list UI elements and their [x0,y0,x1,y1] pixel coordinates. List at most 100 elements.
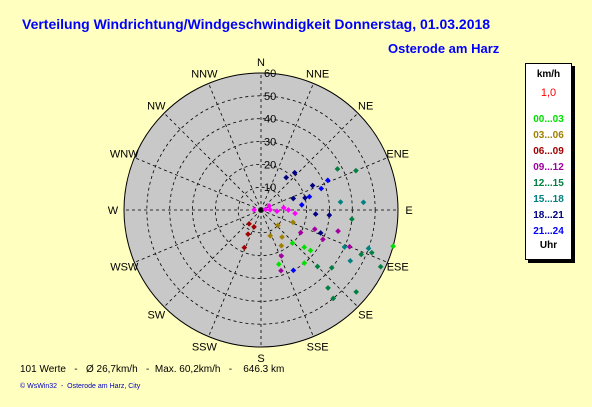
data-point [335,228,341,234]
data-point [328,264,335,271]
data-point [291,169,298,176]
grid-spoke [134,209,262,263]
data-point [290,267,297,274]
data-point [301,244,308,251]
location-label: Osterode am Harz [388,41,500,56]
data-point [368,249,375,256]
grid-spoke [163,209,262,308]
data-point [262,206,269,213]
legend-entry: 21...24 [533,226,564,237]
data-point [290,195,297,202]
page-title: Verteilung Windrichtung/Windgeschwindigk… [22,16,491,32]
data-point [267,206,273,213]
data-point [298,202,305,208]
legend: km/h 1,0 00...03 03...06 06...09 09...12 12.… [525,63,572,260]
grid-spoke [208,83,262,211]
radial-tick-label: 30 [264,137,276,149]
legend-entry: 06...09 [533,146,564,157]
grid-spoke [163,112,262,211]
data-point [289,240,296,246]
data-point [347,258,354,264]
direction-label: SW [147,310,165,322]
direction-label: SSE [307,342,329,354]
data-point [251,224,257,230]
credit-line: © WsWin32 - Osterode am Harz, City [20,383,141,390]
data-point [245,231,251,237]
data-point [353,167,359,174]
data-point [325,285,331,291]
data-point [274,208,280,215]
data-point [297,229,304,236]
data-point [267,232,274,239]
radial-tick-labels: 10 20 30 40 50 60 [264,68,276,194]
data-point [377,263,384,270]
data-point [349,216,355,222]
direction-label: WNW [110,148,139,160]
radial-tick-label: 20 [264,159,276,171]
data-point [266,203,272,209]
grid-spoke [134,157,262,211]
direction-label: WSW [110,262,139,274]
data-point [241,244,248,251]
data-point [346,243,353,250]
data-point [278,253,285,259]
data-point [306,193,313,200]
data-point [278,242,285,249]
grid-spoke [260,112,359,211]
data-point [285,207,292,213]
data-point [278,267,284,274]
direction-label: NNE [306,68,329,80]
direction-label: ESE [387,262,409,274]
data-point [251,207,257,213]
direction-label: NW [147,100,166,112]
data-point [337,199,344,205]
data-point [309,182,316,189]
legend-entry: 15...18 [533,194,564,205]
radial-tick-label: 40 [264,114,276,126]
grid-ring [214,163,308,257]
legend-entry: 12...15 [533,178,564,189]
data-point [365,245,372,252]
direction-label: SSW [192,342,218,354]
data-point [283,174,290,181]
data-point [279,234,285,240]
legend-max-value: 1,0 [540,87,557,99]
radial-tick-label: 50 [264,91,276,103]
data-point [311,226,318,233]
radial-tick-label: 10 [264,182,276,194]
direction-label: N [257,57,265,69]
legend-entry: 03...06 [533,130,564,141]
direction-label: SE [358,310,373,322]
direction-label: S [257,353,264,365]
data-point [276,261,282,268]
grid-spoke [260,209,359,308]
data-point [360,199,367,206]
legend-entry: 09...12 [533,162,564,173]
data-points [241,166,396,302]
data-point [312,211,319,217]
data-point [307,247,314,254]
grid-spoke [208,209,262,337]
data-point [290,219,296,226]
data-point [318,185,325,192]
data-point [317,230,324,236]
data-point [326,212,333,218]
direction-label: NNW [191,68,218,80]
grid-spoke [260,83,314,211]
data-point [302,195,308,201]
data-point [390,243,396,250]
data-point [341,244,348,250]
radial-tick-label: 60 [264,68,276,80]
legend-entry: 18...21 [533,210,564,221]
grid-spoke [260,209,314,337]
data-point [275,222,281,229]
legend-footer: Uhr [539,240,558,251]
data-point [280,204,287,211]
direction-label: ENE [386,148,409,160]
data-point [353,289,360,295]
direction-labels: N NNE NE ENE E ESE SE SSE S SSW SW WSW W WNW NW NNW [108,57,413,365]
data-point [324,177,331,184]
data-point [292,210,298,217]
data-point [334,166,341,172]
